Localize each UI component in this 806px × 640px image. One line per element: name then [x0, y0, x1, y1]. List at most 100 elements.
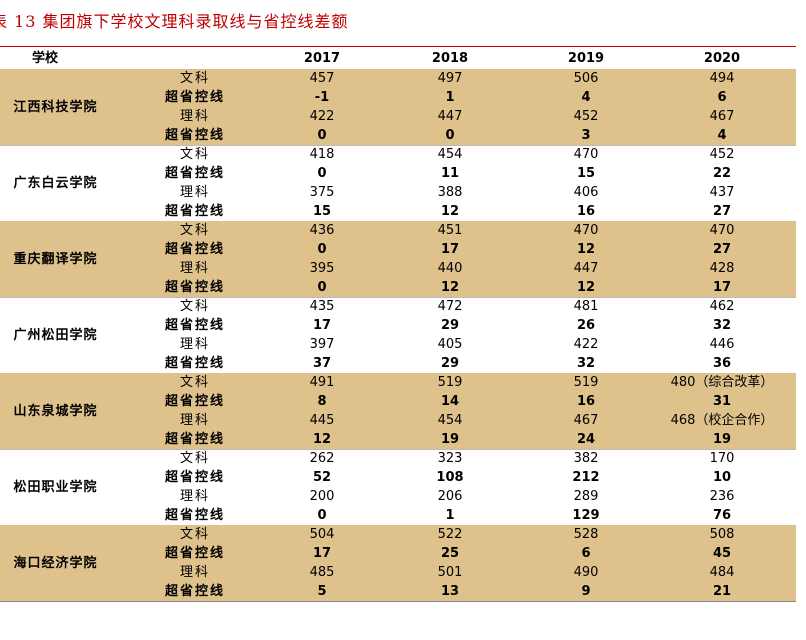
top-rule	[0, 46, 796, 47]
value-cell: 436	[309, 223, 335, 238]
value-cell: 1	[445, 90, 455, 105]
row-label: 文科	[179, 375, 210, 390]
value-cell: 27	[712, 242, 732, 257]
value-cell: 4	[717, 128, 727, 143]
value-cell: 497	[437, 71, 463, 86]
value-cell: 472	[437, 299, 463, 314]
value-cell: 508	[709, 527, 735, 542]
value-cell: 12	[440, 280, 460, 295]
value-cell: 528	[573, 527, 599, 542]
row-label: 文科	[179, 71, 210, 86]
value-cell: 25	[440, 546, 460, 561]
value-cell: 494	[709, 71, 735, 86]
value-cell: 24	[576, 432, 596, 447]
row-label: 理科	[179, 109, 210, 124]
title: 表 13 集团旗下学校文理科录取线与省控线差额	[0, 12, 349, 31]
value-cell: 485	[309, 565, 335, 580]
value-cell: 108	[436, 470, 464, 485]
row-label: 理科	[179, 261, 210, 276]
row-label: 文科	[179, 527, 210, 542]
value-cell: 32	[712, 318, 732, 333]
row-label: 理科	[179, 565, 210, 580]
row-label: 超省控线	[164, 356, 225, 371]
value-cell: 480（综合改革）	[670, 375, 774, 390]
row-label: 理科	[179, 185, 210, 200]
value-cell: 10	[712, 470, 732, 485]
value-cell: 468（校企合作）	[670, 413, 774, 428]
value-cell: 446	[709, 337, 735, 352]
row-label: 超省控线	[164, 166, 225, 181]
group-rule	[0, 449, 796, 450]
value-cell: 452	[573, 109, 599, 124]
school-name: 海口经济学院	[13, 555, 98, 571]
value-cell: 457	[309, 71, 335, 86]
value-cell: 31	[712, 394, 732, 409]
value-cell: 451	[437, 223, 463, 238]
header-cell: 2020	[703, 51, 741, 66]
value-cell: 200	[309, 489, 335, 504]
value-cell: 32	[576, 356, 596, 371]
value-cell: 27	[712, 204, 732, 219]
value-cell: 470	[573, 147, 599, 162]
value-cell: 6	[717, 90, 727, 105]
value-cell: 437	[709, 185, 735, 200]
row-label: 超省控线	[164, 90, 225, 105]
row-label: 超省控线	[164, 242, 225, 257]
value-cell: 454	[437, 413, 463, 428]
value-cell: 16	[576, 204, 596, 219]
value-cell: 519	[437, 375, 463, 390]
value-cell: 9	[581, 584, 591, 599]
school-name: 山东泉城学院	[13, 403, 98, 419]
value-cell: 0	[445, 128, 455, 143]
value-cell: 519	[573, 375, 599, 390]
value-cell: 8	[317, 394, 327, 409]
value-cell: 395	[309, 261, 335, 276]
row-label: 理科	[179, 413, 210, 428]
value-cell: 14	[440, 394, 460, 409]
value-cell: 15	[576, 166, 596, 181]
row-label: 超省控线	[164, 432, 225, 447]
value-cell: 11	[440, 166, 460, 181]
value-cell: 467	[709, 109, 735, 124]
row-label: 超省控线	[164, 394, 225, 409]
value-cell: 129	[572, 508, 600, 523]
row-label: 超省控线	[164, 546, 225, 561]
value-cell: 0	[317, 280, 327, 295]
value-cell: 19	[712, 432, 732, 447]
school-name: 广东白云学院	[13, 175, 98, 191]
value-cell: 323	[437, 451, 463, 466]
value-cell: 29	[440, 318, 460, 333]
value-cell: 470	[573, 223, 599, 238]
value-cell: 504	[309, 527, 335, 542]
group-band	[0, 373, 796, 449]
group-band	[0, 525, 796, 601]
value-cell: 76	[712, 508, 732, 523]
row-label: 超省控线	[164, 584, 225, 599]
value-cell: 428	[709, 261, 735, 276]
value-cell: 15	[312, 204, 332, 219]
school-name: 松田职业学院	[13, 479, 98, 495]
school-name: 重庆翻译学院	[13, 251, 98, 267]
value-cell: 22	[712, 166, 732, 181]
row-label: 文科	[179, 223, 210, 238]
group-band	[0, 69, 796, 145]
value-cell: 484	[709, 565, 735, 580]
value-cell: 26	[576, 318, 596, 333]
value-cell: 4	[581, 90, 591, 105]
value-cell: 36	[712, 356, 732, 371]
value-cell: 522	[437, 527, 463, 542]
group-rule	[0, 145, 796, 146]
value-cell: 375	[309, 185, 335, 200]
value-cell: 12	[312, 432, 332, 447]
row-label: 文科	[179, 451, 210, 466]
value-cell: 405	[437, 337, 463, 352]
row-label: 超省控线	[164, 280, 225, 295]
value-cell: 5	[317, 584, 327, 599]
header-cell: 2018	[431, 51, 469, 66]
table: 学校 2017 2018 2019 2020 江西科技学院 文科 457 497 506 494 超省…	[0, 46, 796, 606]
value-cell: 490	[573, 565, 599, 580]
value-cell: 397	[309, 337, 335, 352]
value-cell: 382	[573, 451, 599, 466]
value-cell: 12	[440, 204, 460, 219]
value-cell: 422	[573, 337, 599, 352]
